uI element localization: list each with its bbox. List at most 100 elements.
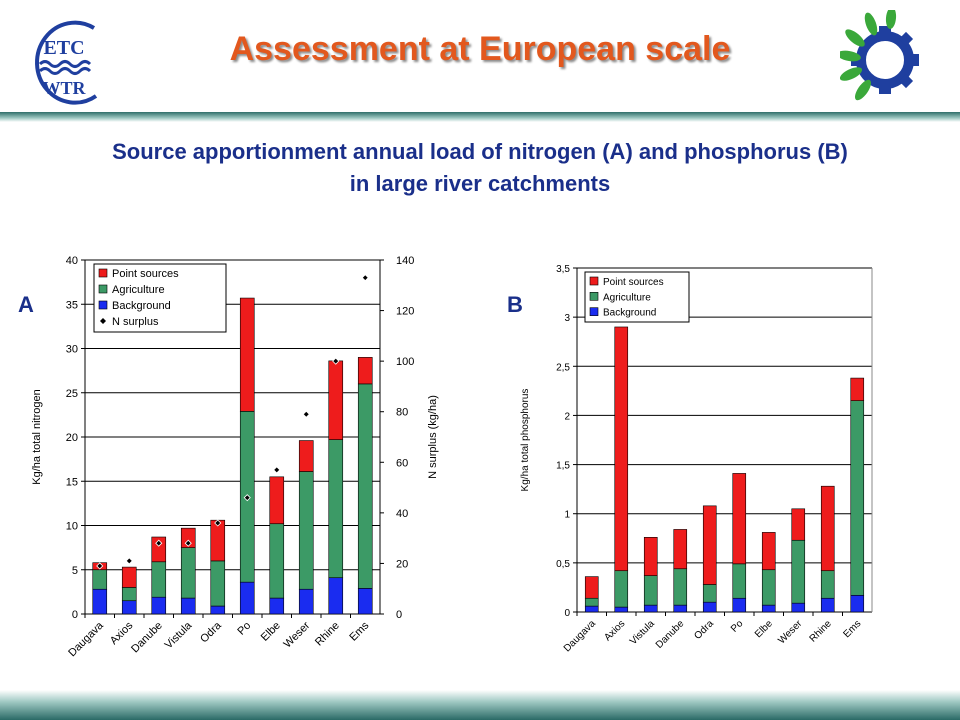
bar-segment <box>357 588 373 615</box>
legend-swatch <box>98 268 108 278</box>
bar-segment <box>357 383 373 589</box>
bar-segment <box>791 539 806 604</box>
legend-label: Point sources <box>112 268 179 280</box>
bar-segment <box>269 597 285 615</box>
y-tick-label: 20 <box>66 432 78 444</box>
bar-segment <box>702 601 717 613</box>
n-surplus-marker <box>96 562 104 570</box>
bar-segment <box>269 523 285 599</box>
bar-segment <box>180 597 196 615</box>
bar-segment <box>328 360 344 440</box>
legend-label: Point sources <box>603 277 664 288</box>
bar-segment <box>643 575 658 606</box>
x-tick-label: Rhine <box>808 618 835 645</box>
bar-segment <box>180 527 196 548</box>
n-surplus-marker <box>125 557 133 565</box>
y-tick-label: 35 <box>66 299 78 311</box>
y-tick-label: 1 <box>564 510 570 521</box>
y-tick-label: 10 <box>66 521 78 533</box>
y-tick-label: 40 <box>66 255 78 267</box>
bar-segment <box>298 440 314 472</box>
subtitle-line-2: in large river catchments <box>349 171 611 196</box>
panel-label: A <box>18 292 34 317</box>
bar-segment <box>328 439 344 579</box>
bar-segment <box>820 485 835 572</box>
bar-segment <box>328 577 344 615</box>
legend-swatch <box>589 292 599 301</box>
bar-segment <box>761 532 776 571</box>
x-tick-label: Axios <box>108 619 136 647</box>
y-tick-label: 2 <box>564 411 570 422</box>
bar-segment <box>357 357 373 385</box>
y-tick-label: 5 <box>72 565 78 577</box>
y-tick-label: 3 <box>564 313 570 324</box>
y2-tick-label: 120 <box>396 306 414 318</box>
x-tick-label: Odra <box>692 618 716 642</box>
bar-segment <box>702 584 717 603</box>
bar-segment <box>820 597 835 613</box>
n-surplus-marker <box>155 539 163 547</box>
bar-segment <box>673 568 688 606</box>
bar-segment <box>673 604 688 613</box>
legend-label: Background <box>603 308 656 319</box>
legend-swatch <box>589 276 599 286</box>
x-tick-label: Po <box>235 620 253 638</box>
x-tick-label: Weser <box>282 619 313 650</box>
bar-segment <box>298 588 314 615</box>
y-tick-label: 0 <box>72 609 78 621</box>
footer-bar <box>0 690 960 720</box>
bar-segment <box>643 604 658 613</box>
y2-axis-label: N surplus (kg/ha) <box>427 395 439 479</box>
slide-subtitle: Source apportionment annual load of nitr… <box>0 136 960 200</box>
bar-segment <box>121 600 137 615</box>
x-tick-label: Danube <box>129 620 165 656</box>
bar-segment <box>239 297 255 412</box>
bar-segment <box>269 476 285 525</box>
bar-segment <box>820 570 835 599</box>
bar-segment <box>614 326 629 572</box>
bar-segment <box>121 587 137 602</box>
y-tick-label: 15 <box>66 476 78 488</box>
x-tick-label: Weser <box>776 618 805 647</box>
y2-tick-label: 40 <box>396 508 408 520</box>
eea-logo <box>840 10 919 101</box>
x-tick-label: Danube <box>654 618 687 651</box>
bar-segment <box>673 529 688 570</box>
bar-segment <box>151 561 167 598</box>
bar-segment <box>791 602 806 613</box>
x-tick-label: Daugava <box>562 618 598 654</box>
y-tick-label: 2,5 <box>556 362 570 373</box>
n-surplus-marker <box>184 539 192 547</box>
bar-segment <box>92 569 108 590</box>
legend-swatch <box>98 300 108 310</box>
subtitle-line-1: Source apportionment annual load of nitr… <box>112 139 848 164</box>
chart-A: A 0 5 10 15 20 25 30 35 40 Kg/ha total nitrogen 0 20… <box>18 255 439 659</box>
bar-segment <box>121 566 137 588</box>
legend-label: Agriculture <box>112 284 165 296</box>
etc-wtr-logo: ETC WTR <box>35 20 98 105</box>
bar-segment <box>92 588 108 615</box>
x-tick-label: Axios <box>602 618 627 643</box>
x-tick-label: Daugava <box>66 619 106 659</box>
y2-tick-label: 0 <box>396 609 402 621</box>
x-tick-label: Vistula <box>163 619 195 651</box>
legend-label: Agriculture <box>603 292 651 303</box>
y2-tick-label: 100 <box>396 356 414 368</box>
bar-segment <box>702 505 717 585</box>
logo-etc-text: ETC <box>43 37 84 59</box>
bar-segment <box>643 537 658 576</box>
y-tick-label: 0 <box>564 608 570 619</box>
page-title: Assessment at European scale <box>229 30 731 68</box>
bar-segment <box>239 581 255 615</box>
bar-segment <box>791 508 806 541</box>
bar-segment <box>584 597 599 607</box>
bar-segment <box>151 596 167 615</box>
n-surplus-marker <box>243 494 251 502</box>
bar-segment <box>584 605 599 613</box>
y2-tick-label: 20 <box>396 558 408 570</box>
bar-segment <box>732 563 747 599</box>
legend-label: N surplus <box>112 316 159 328</box>
bar-segment <box>614 570 629 608</box>
legend-box <box>93 263 227 333</box>
